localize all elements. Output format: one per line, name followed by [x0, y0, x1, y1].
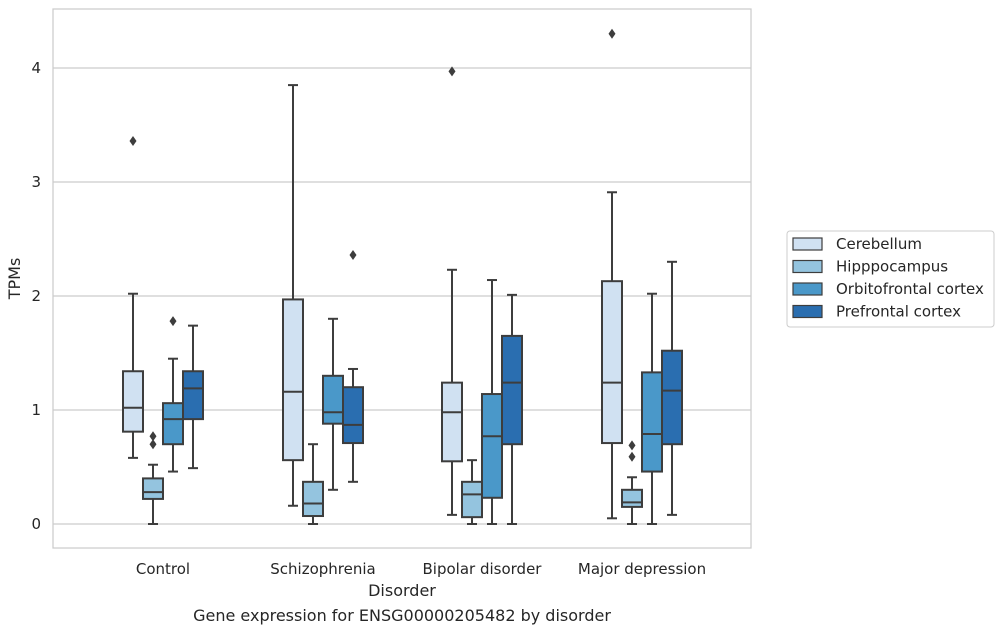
outlier-point	[448, 66, 456, 77]
outlier-point	[129, 135, 137, 146]
box-iqr	[342, 386, 364, 445]
box	[302, 443, 324, 525]
legend-label: Prefrontal cortex	[836, 303, 961, 321]
outlier-point	[349, 249, 357, 260]
box-iqr	[302, 480, 324, 518]
y-tick-label: 2	[31, 287, 41, 305]
box-iqr	[601, 280, 623, 445]
legend-item: Cerebellum	[792, 235, 922, 253]
box-iqr	[162, 402, 184, 446]
outlier-point	[149, 439, 157, 450]
box-iqr	[621, 488, 643, 508]
legend-item: Orbitofrontal cortex	[792, 280, 984, 298]
legend-label: Cerebellum	[836, 235, 922, 253]
box-iqr	[641, 371, 663, 473]
outlier-point	[608, 28, 616, 39]
legend-frame	[786, 230, 995, 328]
box-iqr	[142, 477, 164, 500]
box-iqr	[322, 374, 344, 425]
box	[342, 249, 364, 483]
box	[661, 260, 683, 516]
chart-caption: Gene expression for ENSG00000205482 by d…	[193, 606, 611, 625]
x-axis-label: Disorder	[368, 581, 436, 600]
outlier-point	[149, 431, 157, 442]
box	[282, 84, 304, 507]
box	[641, 292, 663, 525]
box-iqr	[441, 381, 463, 463]
outlier-point	[169, 316, 177, 327]
box-iqr	[461, 480, 483, 519]
x-tick-label: Major depression	[578, 560, 706, 578]
y-tick-label: 0	[31, 515, 41, 533]
y-tick-labels: 0 1 2 3 4	[31, 59, 41, 533]
y-tick-label: 3	[31, 173, 41, 191]
outlier-point	[628, 440, 636, 451]
x-tick-labels: Control Schizophrenia Bipolar disorder Majo…	[136, 560, 706, 578]
box-iqr	[182, 370, 204, 421]
legend-swatch	[792, 259, 823, 274]
legend-swatch	[792, 304, 823, 319]
series-hipppocampus	[142, 431, 643, 525]
legend-item: Hipppocampus	[792, 258, 948, 276]
x-tick-label: Schizophrenia	[270, 560, 375, 578]
box	[481, 279, 503, 525]
legend-item: Prefrontal cortex	[792, 303, 961, 321]
legend-swatch	[792, 282, 823, 296]
box	[122, 135, 144, 459]
box	[621, 440, 643, 525]
box-series	[122, 28, 683, 525]
y-tick-label: 4	[31, 59, 41, 77]
x-tick-label: Control	[136, 560, 190, 578]
box-iqr	[282, 298, 304, 462]
plot-frame	[52, 8, 752, 549]
series-cerebellum	[122, 28, 623, 520]
box	[601, 28, 623, 520]
y-axis-label: TPMs	[5, 258, 24, 301]
box	[501, 293, 523, 525]
y-tick-label: 1	[31, 401, 41, 419]
box-iqr	[661, 349, 683, 446]
box	[182, 324, 204, 470]
box-iqr	[122, 370, 144, 433]
series-prefrontal-cortex	[182, 249, 683, 525]
box-iqr	[481, 393, 503, 499]
box	[142, 431, 164, 525]
box-iqr	[501, 334, 523, 446]
legend: Cerebellum Hipppocampus Orbitofrontal cort…	[786, 230, 995, 328]
box	[162, 316, 184, 473]
x-tick-label: Bipolar disorder	[423, 560, 543, 578]
legend-label: Hipppocampus	[836, 258, 948, 276]
legend-swatch	[792, 237, 823, 251]
outlier-point	[628, 451, 636, 462]
box	[322, 317, 344, 491]
box	[461, 459, 483, 525]
box	[441, 66, 463, 516]
legend-label: Orbitofrontal cortex	[836, 280, 984, 298]
series-orbitofrontal-cortex	[162, 279, 663, 525]
